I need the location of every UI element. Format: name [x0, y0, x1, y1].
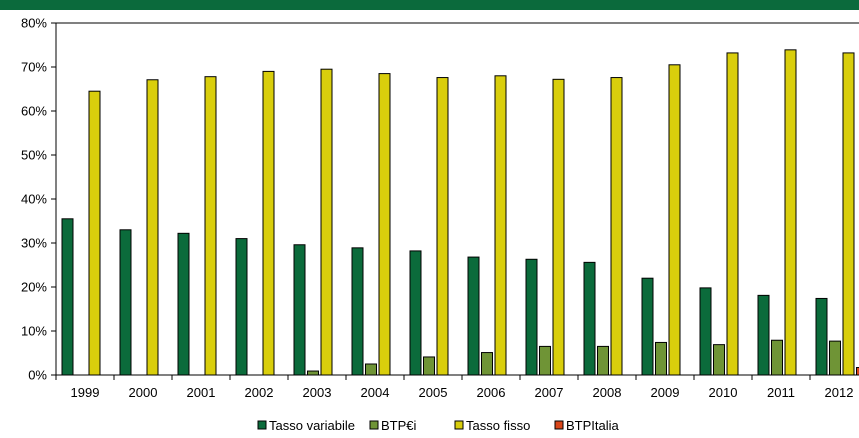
legend-label: BTP€i	[381, 418, 417, 433]
bar-btp-i-2010	[713, 344, 725, 376]
bar-tasso-fisso-2000	[146, 79, 159, 376]
bar-tasso-fisso-2002	[262, 70, 275, 376]
bar-tasso-variabile-2003	[293, 244, 306, 376]
legend-swatch	[257, 420, 267, 430]
x-tick-label: 2004	[361, 385, 390, 400]
bar-btp-i-2012	[829, 340, 841, 376]
x-tick-label: 2001	[187, 385, 216, 400]
bar-tasso-fisso-2009	[668, 64, 681, 376]
bar-tasso-variabile-2005	[409, 250, 422, 376]
bar-btp-i-2003	[307, 370, 319, 376]
legend-label: Tasso fisso	[466, 418, 530, 433]
bar-tasso-variabile-2012	[815, 297, 828, 376]
bar-tasso-variabile-2010	[699, 287, 712, 376]
bar-tasso-fisso-2008	[610, 77, 623, 376]
y-tick-label: 50%	[21, 148, 47, 163]
bar-tasso-variabile-2000	[119, 229, 132, 376]
legend-label: BTPItalia	[566, 418, 620, 433]
y-tick-label: 30%	[21, 236, 47, 251]
x-tick-label: 2007	[535, 385, 564, 400]
x-tick-label: 2012	[825, 385, 854, 400]
y-tick-label: 40%	[21, 192, 47, 207]
x-tick-label: 2003	[303, 385, 332, 400]
x-tick-label: 2006	[477, 385, 506, 400]
bar-btpitalia-2012	[856, 367, 859, 376]
bar-tasso-fisso-2011	[784, 49, 797, 376]
bar-tasso-variabile-1999	[61, 218, 74, 376]
chart-axes	[51, 22, 859, 380]
bar-btp-i-2006	[481, 352, 493, 376]
bar-tasso-variabile-2006	[467, 256, 480, 376]
bar-tasso-variabile-2004	[351, 247, 364, 376]
y-axis-tick-labels: 0% 10% 20% 30% 40% 50% 60% 70% 80%	[21, 16, 47, 383]
x-tick-label: 1999	[71, 385, 100, 400]
bar-tasso-fisso-2003	[320, 68, 333, 376]
bar-btp-i-2004	[365, 363, 377, 376]
y-tick-label: 0%	[28, 368, 47, 383]
bar-tasso-fisso-2010	[726, 52, 739, 376]
y-tick-label: 80%	[21, 16, 47, 31]
legend-swatch	[454, 420, 464, 430]
y-tick-label: 10%	[21, 324, 47, 339]
bar-tasso-variabile-2002	[235, 238, 248, 376]
bar-btp-i-2005	[423, 356, 435, 376]
bar-btp-i-2008	[597, 345, 609, 376]
x-axis-tick-labels: 1999 2000 2001 2002 2003 2004 2005 2006 2007 2008…	[71, 385, 854, 400]
x-tick-label: 2008	[593, 385, 622, 400]
bar-tasso-fisso-2001	[204, 76, 217, 376]
legend-swatch	[369, 420, 379, 430]
bar-tasso-fisso-2007	[552, 78, 565, 376]
bar-tasso-variabile-2009	[641, 277, 654, 376]
y-tick-label: 20%	[21, 280, 47, 295]
bar-tasso-variabile-2007	[525, 258, 538, 376]
bar-btp-i-2007	[539, 345, 551, 376]
bar-tasso-fisso-1999	[88, 90, 101, 376]
bar-tasso-variabile-2011	[757, 294, 770, 376]
x-tick-label: 2011	[767, 385, 795, 400]
x-tick-label: 2010	[709, 385, 738, 400]
bar-tasso-fisso-2012	[842, 52, 855, 376]
header-bar	[0, 0, 859, 10]
x-tick-label: 2000	[129, 385, 158, 400]
bar-tasso-fisso-2005	[436, 77, 449, 376]
chart-legend: Tasso variabile BTP€i Tasso fisso BTPItalia	[257, 418, 620, 433]
y-tick-label: 70%	[21, 60, 47, 75]
x-tick-label: 2002	[245, 385, 274, 400]
chart-bars	[61, 49, 859, 376]
bar-btp-i-2011	[771, 339, 783, 376]
bar-btp-i-2009	[655, 341, 667, 376]
bar-tasso-variabile-2008	[583, 261, 596, 376]
legend-swatch	[554, 420, 564, 430]
y-tick-label: 60%	[21, 104, 47, 119]
bar-tasso-fisso-2006	[494, 75, 507, 376]
x-tick-label: 2005	[419, 385, 448, 400]
x-tick-label: 2009	[651, 385, 680, 400]
bar-tasso-variabile-2001	[177, 232, 190, 376]
legend-label: Tasso variabile	[269, 418, 355, 433]
bar-tasso-fisso-2004	[378, 73, 391, 376]
